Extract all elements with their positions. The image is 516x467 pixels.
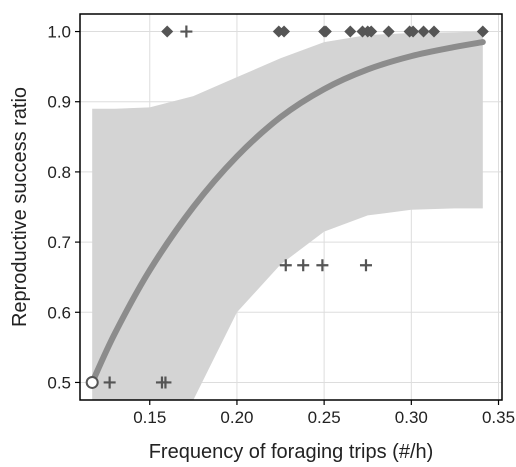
diamond-point-8 — [365, 25, 378, 38]
y-tick-label-4: 0.9 — [47, 93, 71, 112]
y-tick-label-2: 0.7 — [47, 233, 71, 252]
y-axis-label: Reproductive success ratio — [9, 87, 31, 327]
data-points — [85, 25, 489, 389]
plus-point-0 — [103, 376, 116, 389]
diamond-point-12 — [417, 25, 430, 38]
diamond-point-5 — [344, 25, 357, 38]
y-tick-label-1: 0.6 — [47, 303, 71, 322]
diamond-point-4 — [319, 25, 332, 38]
diamond-point-2 — [278, 25, 291, 38]
diamond-point-9 — [382, 25, 395, 38]
y-tick-label-3: 0.8 — [47, 163, 71, 182]
confidence-band-area — [92, 31, 483, 400]
plus-point-2 — [159, 376, 172, 389]
plus-point-5 — [297, 259, 310, 272]
x-tick-label-1: 0.20 — [220, 408, 253, 427]
plus-point-6 — [316, 259, 329, 272]
x-tick-label-4: 0.35 — [482, 408, 515, 427]
x-tick-label-3: 0.30 — [395, 408, 428, 427]
x-axis-ticks: 0.15 0.20 0.25 0.30 0.35 — [133, 400, 515, 427]
y-axis-ticks: 0.5 0.6 0.7 0.8 0.9 1.0 — [47, 23, 80, 392]
diamond-point-0 — [161, 25, 174, 38]
plus-point-3 — [180, 25, 193, 38]
plus-point-4 — [279, 259, 292, 272]
fit-curve — [89, 39, 486, 386]
plus-point-7 — [359, 259, 372, 272]
open-circle-point-0 — [85, 375, 99, 389]
diamond-point-11 — [407, 25, 420, 38]
plot-frame — [79, 13, 503, 401]
y-tick-label-0: 0.5 — [47, 373, 71, 392]
diamond-point-13 — [427, 25, 440, 38]
x-tick-label-2: 0.25 — [308, 408, 341, 427]
fit-line — [89, 39, 486, 386]
x-tick-label-0: 0.15 — [133, 408, 166, 427]
confidence-band — [92, 31, 483, 400]
x-axis-label: Frequency of foraging trips (#/h) — [149, 441, 434, 463]
diamond-point-14 — [476, 25, 489, 38]
y-tick-label-5: 1.0 — [47, 23, 71, 42]
